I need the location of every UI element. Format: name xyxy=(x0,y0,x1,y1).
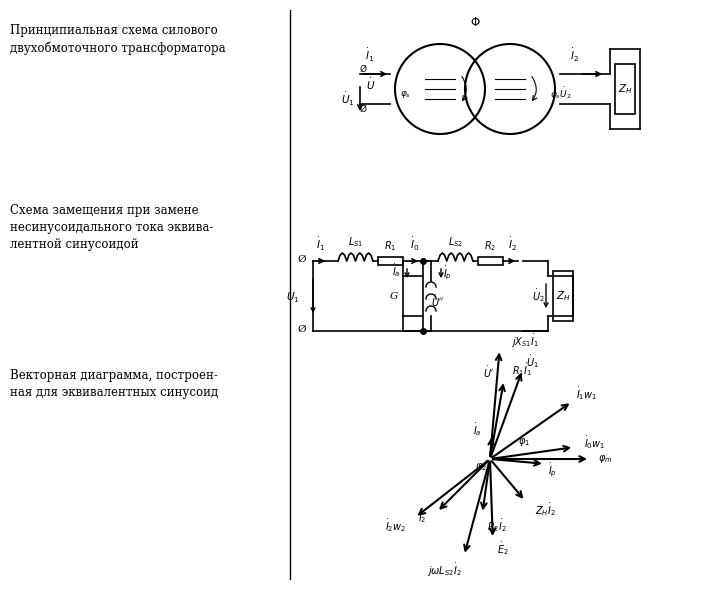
Text: $\Phi$: $\Phi$ xyxy=(469,16,480,29)
Bar xyxy=(478,257,503,265)
Text: $\dot{I}_2$: $\dot{I}_2$ xyxy=(508,236,518,253)
Text: $\dot{I}_1$: $\dot{I}_1$ xyxy=(316,236,326,253)
Text: $\dot{I}_0$: $\dot{I}_0$ xyxy=(411,236,420,253)
Text: $\dot{E}_2$: $\dot{E}_2$ xyxy=(497,541,509,557)
Text: $\varphi_1$: $\varphi_1$ xyxy=(518,436,530,448)
Text: $j\omega L_{S2}\dot{I}_2$: $j\omega L_{S2}\dot{I}_2$ xyxy=(427,562,462,579)
Text: $L_{S2}$: $L_{S2}$ xyxy=(448,235,463,249)
Text: $\dot{I}_0 w_1$: $\dot{I}_0 w_1$ xyxy=(583,434,605,451)
Bar xyxy=(403,276,423,316)
Text: Ø: Ø xyxy=(360,65,367,74)
Text: $Z_H$: $Z_H$ xyxy=(556,289,571,303)
Bar xyxy=(615,64,635,114)
Text: $\dot{I}_p$: $\dot{I}_p$ xyxy=(548,461,557,478)
Text: $Z_H\dot{I}_2$: $Z_H\dot{I}_2$ xyxy=(535,501,556,518)
Text: $R_1$: $R_1$ xyxy=(384,239,396,253)
Text: Ø: Ø xyxy=(360,104,367,114)
Text: Схема замещения при замене
несинусоидального тока эквива-
лентной синусоидой: Схема замещения при замене несинусоидаль… xyxy=(10,204,213,251)
Text: $L_{S1}$: $L_{S1}$ xyxy=(348,235,363,249)
Text: $\dot{I}_p$: $\dot{I}_p$ xyxy=(443,264,452,282)
Text: $\dot{I}_a$: $\dot{I}_a$ xyxy=(473,421,481,438)
Text: Принципиальная схема силового
двухобмоточного трансформатора: Принципиальная схема силового двухобмото… xyxy=(10,24,226,55)
Text: $\dot{U}$: $\dot{U}$ xyxy=(365,77,375,92)
Text: $\dot{I}_a$: $\dot{I}_a$ xyxy=(392,263,401,279)
Text: G: G xyxy=(389,292,398,300)
Text: $\dot{I}_1 w_1$: $\dot{I}_1 w_1$ xyxy=(576,385,598,402)
Text: $\dot{I}_1$: $\dot{I}_1$ xyxy=(365,47,375,64)
Text: $\dot{U}'$: $\dot{U}'$ xyxy=(484,365,494,380)
Text: $R_2\dot{I}_2$: $R_2\dot{I}_2$ xyxy=(487,517,508,534)
Text: $R_1\dot{I}_1$: $R_1\dot{I}_1$ xyxy=(512,361,532,378)
Text: $\dot{U}''$: $\dot{U}''$ xyxy=(431,293,444,309)
Text: $\dot{U}_1$: $\dot{U}_1$ xyxy=(286,287,300,305)
Text: $R_2$: $R_2$ xyxy=(484,239,496,253)
Text: Векторная диаграмма, построен-
ная для эквивалентных синусоид: Векторная диаграмма, построен- ная для э… xyxy=(10,369,218,399)
Text: $\dot{U}_1$: $\dot{U}_1$ xyxy=(341,91,355,108)
Text: $\dot{U}_1$: $\dot{U}_1$ xyxy=(526,353,539,370)
Text: $\varphi_s$: $\varphi_s$ xyxy=(400,88,411,100)
Bar xyxy=(378,257,403,265)
Bar xyxy=(553,271,573,321)
Text: $\dot{I}_2$: $\dot{I}_2$ xyxy=(571,47,580,64)
Text: $Z_H$: $Z_H$ xyxy=(617,82,632,96)
Text: $\varphi_s\dot{U}_2$: $\varphi_s\dot{U}_2$ xyxy=(550,86,571,102)
Text: $\dot{U}_2$: $\dot{U}_2$ xyxy=(532,287,545,305)
Text: Ø: Ø xyxy=(297,254,307,263)
Text: $\varphi_2$: $\varphi_2$ xyxy=(475,461,487,473)
Text: $\dot{I}_2$: $\dot{I}_2$ xyxy=(418,508,426,525)
Text: Ø: Ø xyxy=(297,325,307,333)
Text: $\dot{I}_2 w_2$: $\dot{I}_2 w_2$ xyxy=(384,517,406,534)
Text: $\varphi_m$: $\varphi_m$ xyxy=(598,453,612,465)
Text: $jX_{S1}\dot{I}_1$: $jX_{S1}\dot{I}_1$ xyxy=(510,333,539,350)
